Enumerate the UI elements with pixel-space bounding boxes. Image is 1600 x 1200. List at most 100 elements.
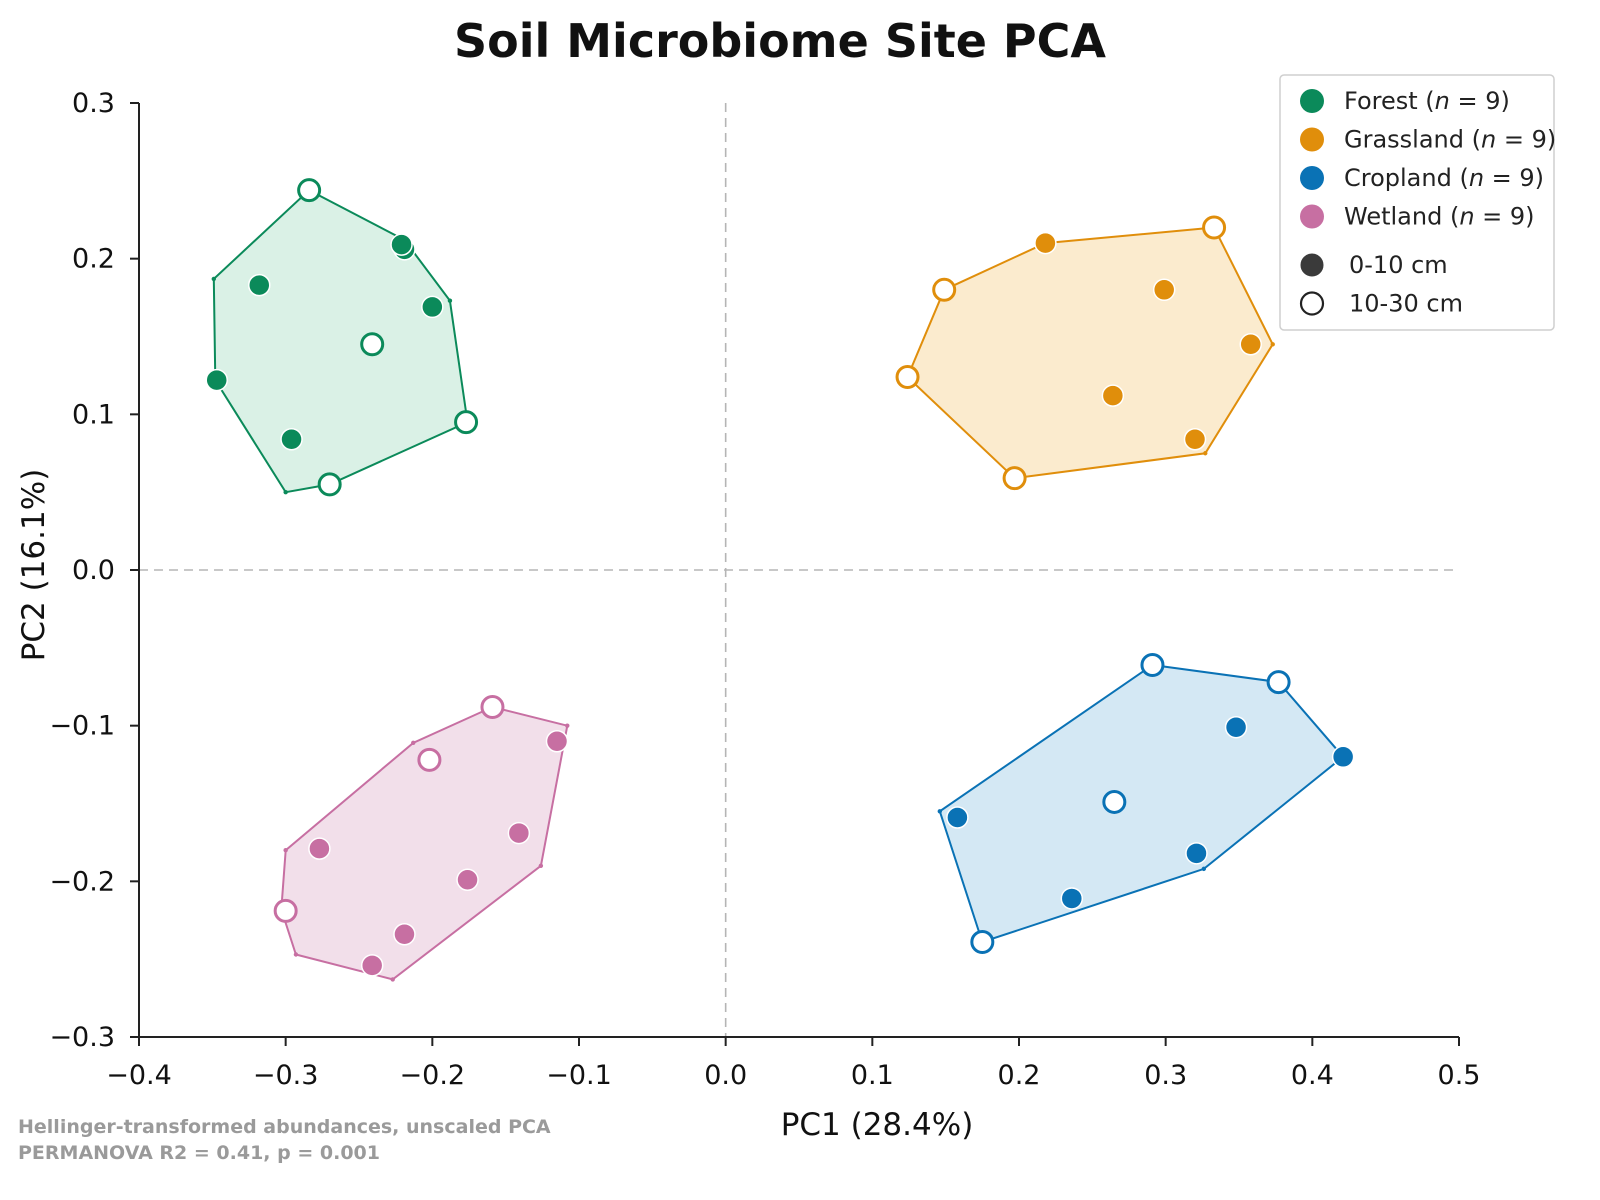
grassland-point-10-30cm (932, 277, 957, 302)
legend-series-name: Forest ( (1344, 87, 1435, 115)
series-grassland (895, 215, 1275, 491)
legend-marker-forest (1300, 89, 1324, 113)
y-axis-label: PC2 (16.1%) (16, 469, 52, 662)
legend-series-name: Cropland ( (1344, 164, 1469, 192)
cropland-point-0-10cm (1185, 842, 1208, 865)
cropland-hull-vertex (1201, 866, 1207, 872)
cropland-point-0-10cm (946, 806, 969, 829)
grassland-point-0-10cm (1152, 278, 1176, 302)
y-tick-label: 0.1 (72, 399, 115, 430)
cropland-hull-vertex (937, 809, 942, 814)
grassland-point-0-10cm (1239, 333, 1262, 356)
legend-n-symbol: n (1459, 203, 1474, 231)
legend-n-value: = 9) (1475, 203, 1535, 231)
y-tick-label: −0.2 (49, 866, 115, 897)
x-tick-label: 0.0 (704, 1060, 747, 1091)
legend-label-grassland: Grassland (n = 9) (1344, 126, 1556, 154)
legend-label-wetland: Wetland (n = 9) (1344, 203, 1535, 231)
wetland-point-0-10cm (507, 821, 531, 845)
wetland-point-0-10cm (308, 837, 331, 860)
forest-point-0-10cm (205, 368, 228, 392)
wetland-hull-vertex (283, 848, 288, 853)
x-axis-label: PC1 (28.4%) (781, 1107, 974, 1143)
wetland-point-10-30cm (417, 747, 442, 772)
footnote-line-2: PERMANOVA R2 = 0.41, p = 0.001 (18, 1142, 380, 1164)
chart-title: Soil Microbiome Site PCA (454, 14, 1106, 68)
forest-point-0-10cm (280, 427, 303, 451)
legend-marker-grassland (1300, 127, 1324, 152)
grassland-point-0-10cm (1101, 384, 1125, 407)
wetland-point-0-10cm (456, 868, 479, 892)
series-forest (205, 178, 479, 497)
forest-point-10-30cm (297, 178, 322, 203)
legend-series-name: Grassland ( (1344, 126, 1481, 154)
grassland-hull-vertex (1270, 342, 1275, 347)
x-tick-label: 0.4 (1291, 1060, 1334, 1091)
wetland-point-0-10cm (360, 954, 384, 977)
grassland-hull (906, 226, 1274, 480)
footnote-line-1: Hellinger-transformed abundances, unscal… (18, 1116, 551, 1138)
legend-n-value: = 9) (1484, 164, 1544, 192)
cropland-point-10-30cm (1102, 789, 1127, 814)
legend-n-symbol: n (1435, 87, 1450, 115)
cropland-point-0-10cm (1331, 745, 1355, 769)
series-cropland (937, 652, 1355, 955)
legend-marker-0-10cm (1300, 253, 1324, 277)
cropland-point-10-30cm (1140, 652, 1165, 677)
cropland-point-0-10cm (1224, 715, 1248, 739)
forest-point-10-30cm (360, 332, 385, 357)
forest-point-10-30cm (317, 472, 342, 497)
legend-marker-10-30cm (1299, 291, 1325, 316)
x-tick-label: 0.5 (1438, 1060, 1481, 1091)
grassland-point-10-30cm (1002, 466, 1027, 491)
forest-point-0-10cm (390, 233, 413, 256)
legend-n-value: = 9) (1450, 87, 1510, 115)
legend-box (1279, 74, 1555, 331)
cropland-point-10-30cm (1266, 670, 1291, 695)
y-tick-label: 0.0 (72, 555, 115, 586)
wetland-hull-vertex (565, 723, 570, 728)
legend: Forest (n = 9)Grassland (n = 9)Cropland … (1279, 74, 1556, 331)
legend-series-name: Wetland ( (1344, 203, 1459, 231)
x-tick-label: 0.2 (998, 1060, 1041, 1091)
forest-point-10-30cm (454, 410, 479, 435)
x-tick-label: −0.4 (106, 1060, 172, 1091)
x-tick-label: 0.3 (1144, 1060, 1187, 1091)
legend-label-cropland: Cropland (n = 9) (1344, 164, 1544, 192)
x-tick-label: −0.3 (253, 1060, 319, 1091)
grassland-point-10-30cm (1202, 215, 1227, 240)
grassland-point-0-10cm (1183, 427, 1207, 451)
legend-marker-wetland (1300, 204, 1324, 229)
wetland-hull-vertex (411, 740, 416, 745)
cropland-point-0-10cm (1060, 887, 1084, 910)
forest-hull-vertex (211, 276, 216, 282)
cropland-point-10-30cm (970, 930, 995, 955)
legend-n-value: = 9) (1496, 126, 1556, 154)
wetland-hull-vertex (390, 977, 395, 982)
wetland-hull-vertex (538, 863, 544, 868)
wetland-point-10-30cm (273, 898, 298, 923)
x-tick-label: −0.2 (400, 1060, 466, 1091)
x-tick-label: 0.1 (851, 1060, 894, 1091)
grassland-point-0-10cm (1034, 231, 1057, 255)
y-tick-label: −0.1 (49, 711, 115, 742)
forest-hull-vertex (447, 298, 453, 303)
legend-n-symbol: n (1469, 164, 1484, 192)
legend-marker-cropland (1300, 166, 1324, 190)
y-tick-label: −0.3 (49, 1022, 115, 1053)
legend-label-forest: Forest (n = 9) (1344, 87, 1510, 115)
legend-label-0-10cm: 0-10 cm (1349, 251, 1448, 279)
x-tick-label: −0.1 (546, 1060, 612, 1091)
wetland-hull-vertex (293, 952, 299, 957)
legend-label-10-30cm: 10-30 cm (1349, 290, 1463, 318)
wetland-point-10-30cm (480, 694, 505, 719)
grassland-point-10-30cm (895, 364, 920, 389)
grassland-hull-vertex (1203, 451, 1208, 456)
forest-point-0-10cm (248, 273, 271, 297)
wetland-point-0-10cm (393, 923, 416, 946)
wetland-point-0-10cm (545, 729, 569, 753)
forest-hull (212, 188, 469, 494)
y-tick-label: 0.3 (72, 88, 115, 119)
forest-hull-vertex (283, 489, 288, 495)
